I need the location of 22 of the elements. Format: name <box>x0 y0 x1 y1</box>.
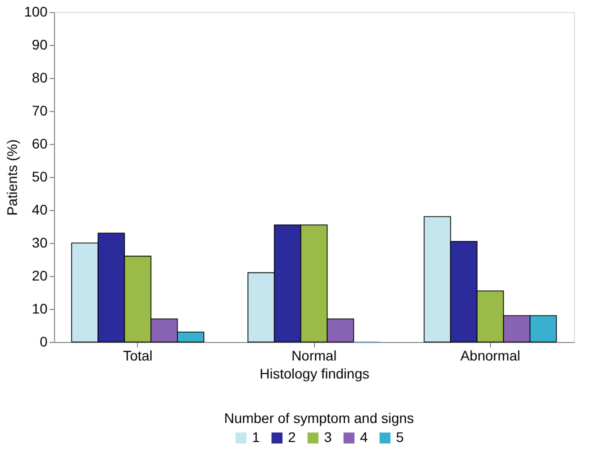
x-tick-label: Abnormal <box>460 348 520 364</box>
y-tick-label: 0 <box>40 334 48 350</box>
y-tick-label: 20 <box>32 268 48 284</box>
legend-title: Number of symptom and signs <box>224 410 414 426</box>
y-tick-label: 90 <box>32 36 48 52</box>
legend-label: 1 <box>252 429 260 445</box>
x-tick-label: Total <box>122 348 153 364</box>
legend-label: 2 <box>288 429 296 445</box>
y-tick-label: 100 <box>24 4 48 20</box>
legend-label: 4 <box>360 429 368 445</box>
y-tick-label: 80 <box>32 70 48 86</box>
y-tick-label: 40 <box>32 202 48 218</box>
y-tick-label: 50 <box>32 168 48 184</box>
x-tick-label: Normal <box>291 348 337 364</box>
y-axis-title: Patients (%) <box>4 139 20 216</box>
y-tick-label: 30 <box>32 234 48 250</box>
y-tick-label: 60 <box>32 136 48 152</box>
legend-label: 5 <box>396 429 404 445</box>
y-tick-label: 70 <box>32 102 48 118</box>
legend-label: 3 <box>324 429 332 445</box>
x-axis-title: Histology findings <box>260 366 370 382</box>
y-tick-label: 10 <box>32 300 48 316</box>
